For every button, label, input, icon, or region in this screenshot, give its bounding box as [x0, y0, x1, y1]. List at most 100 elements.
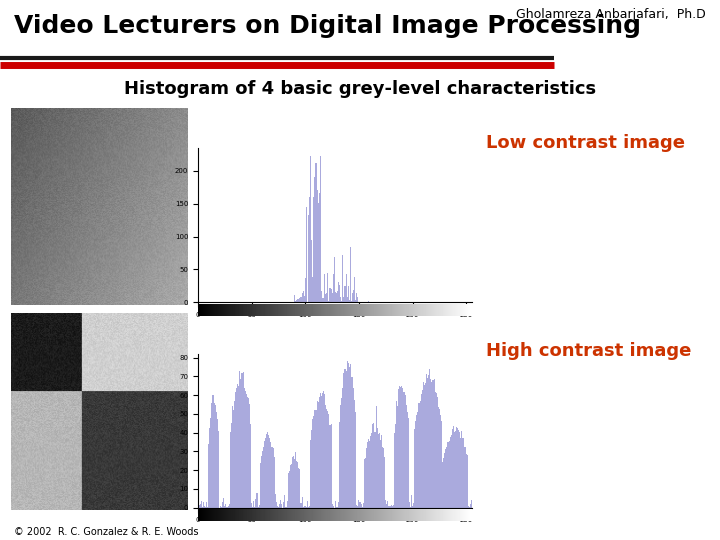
- Bar: [436, 393, 437, 508]
- Bar: [470, 504, 471, 508]
- Bar: [305, 506, 306, 508]
- Bar: [462, 438, 464, 508]
- Bar: [291, 464, 292, 508]
- Bar: [413, 503, 414, 508]
- Bar: [379, 433, 380, 508]
- Bar: [438, 407, 439, 508]
- Bar: [304, 296, 305, 302]
- Bar: [394, 433, 395, 508]
- Text: High contrast image: High contrast image: [486, 342, 691, 360]
- Bar: [210, 418, 212, 508]
- Bar: [401, 386, 402, 508]
- Bar: [420, 394, 422, 508]
- Bar: [274, 457, 275, 508]
- Bar: [322, 393, 323, 508]
- Bar: [295, 452, 296, 508]
- Bar: [339, 422, 340, 508]
- Bar: [322, 298, 323, 302]
- Bar: [243, 388, 245, 508]
- Bar: [405, 406, 407, 508]
- Bar: [437, 396, 438, 508]
- Bar: [453, 426, 454, 508]
- Bar: [398, 388, 399, 508]
- Bar: [317, 190, 318, 302]
- Bar: [323, 392, 324, 508]
- Bar: [258, 505, 260, 508]
- Bar: [357, 505, 359, 508]
- Bar: [342, 388, 343, 508]
- Bar: [284, 495, 285, 508]
- Bar: [313, 197, 315, 302]
- Bar: [427, 379, 428, 508]
- Bar: [357, 296, 359, 302]
- Bar: [424, 385, 425, 508]
- Bar: [411, 495, 412, 508]
- Bar: [382, 447, 383, 508]
- Bar: [297, 462, 298, 508]
- Bar: [247, 397, 248, 508]
- Bar: [428, 375, 429, 508]
- Bar: [344, 369, 346, 508]
- Bar: [325, 405, 326, 508]
- Bar: [466, 454, 467, 508]
- Bar: [214, 403, 215, 508]
- Bar: [412, 507, 413, 508]
- Bar: [444, 454, 445, 508]
- Bar: [249, 404, 250, 508]
- Bar: [333, 507, 334, 508]
- Bar: [429, 369, 431, 508]
- Bar: [426, 375, 427, 508]
- Bar: [343, 298, 344, 302]
- Bar: [240, 379, 241, 508]
- Bar: [311, 430, 312, 508]
- Bar: [451, 429, 453, 508]
- Bar: [332, 504, 333, 508]
- Bar: [228, 504, 230, 508]
- Bar: [317, 401, 318, 508]
- Bar: [467, 455, 468, 508]
- Bar: [298, 468, 300, 508]
- Bar: [354, 401, 355, 508]
- Bar: [409, 502, 410, 508]
- Bar: [367, 442, 368, 508]
- Bar: [440, 415, 441, 508]
- Bar: [363, 503, 364, 508]
- Bar: [273, 448, 274, 508]
- Bar: [208, 444, 210, 508]
- Bar: [222, 502, 223, 508]
- Bar: [230, 423, 232, 508]
- Bar: [399, 386, 400, 508]
- Bar: [260, 463, 261, 508]
- Bar: [245, 390, 246, 508]
- Bar: [278, 507, 279, 508]
- Bar: [340, 405, 341, 508]
- Bar: [368, 301, 369, 302]
- Bar: [237, 384, 238, 508]
- Bar: [353, 388, 354, 508]
- Bar: [356, 505, 357, 508]
- Bar: [355, 412, 356, 508]
- Bar: [318, 203, 319, 302]
- Bar: [324, 274, 325, 302]
- Bar: [384, 457, 385, 508]
- Bar: [234, 401, 235, 508]
- Bar: [326, 409, 328, 508]
- Bar: [294, 458, 295, 508]
- Bar: [381, 435, 382, 508]
- Bar: [246, 394, 247, 508]
- Bar: [328, 301, 330, 302]
- Bar: [266, 434, 267, 508]
- Bar: [407, 412, 408, 508]
- Bar: [309, 197, 310, 302]
- Bar: [296, 300, 297, 302]
- Bar: [342, 255, 343, 302]
- Bar: [346, 361, 348, 508]
- Text: © 2002  R. C. Gonzalez & R. E. Woods: © 2002 R. C. Gonzalez & R. E. Woods: [14, 527, 199, 537]
- Bar: [302, 507, 304, 508]
- Bar: [364, 459, 365, 508]
- Bar: [248, 397, 249, 508]
- Bar: [377, 428, 378, 508]
- Bar: [236, 388, 237, 508]
- Bar: [326, 293, 328, 302]
- Bar: [351, 301, 352, 302]
